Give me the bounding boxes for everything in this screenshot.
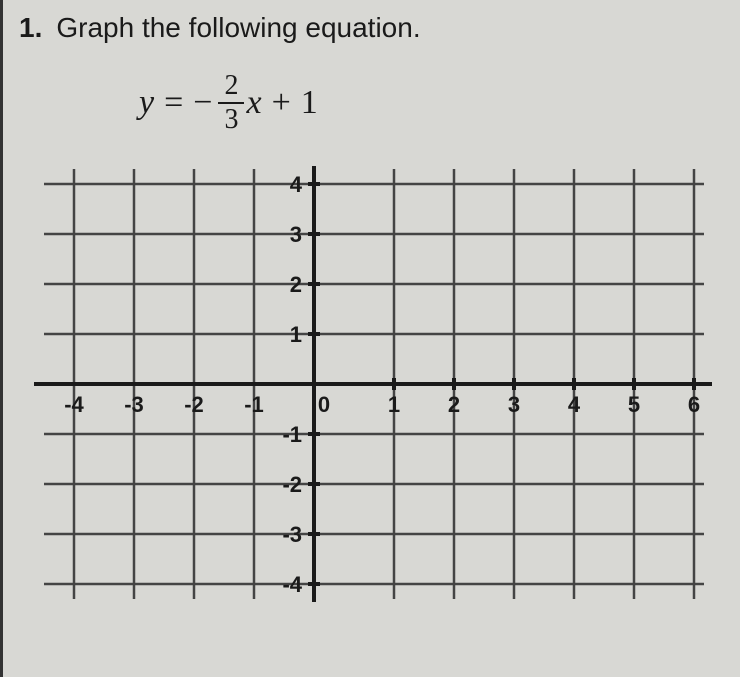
svg-text:-4: -4: [64, 392, 84, 417]
svg-text:-2: -2: [282, 472, 302, 497]
svg-text:1: 1: [290, 322, 302, 347]
equation-x: x: [246, 84, 261, 122]
svg-text:-1: -1: [282, 422, 302, 447]
svg-text:0: 0: [318, 392, 330, 417]
equation-y: y: [139, 84, 154, 122]
svg-text:3: 3: [508, 392, 520, 417]
graph-grid: -4 -3 -2 -1 0 1 2 3 4 5 6 4 3 2 1 -1 -2 -3 -4: [24, 164, 714, 604]
question-text: Graph the following equation.: [56, 12, 420, 44]
equation-constant: 1: [301, 84, 318, 122]
question-header: 1. Graph the following equation.: [19, 12, 724, 44]
svg-text:3: 3: [290, 222, 302, 247]
svg-text:2: 2: [448, 392, 460, 417]
equation-equals: =: [164, 84, 183, 122]
svg-text:4: 4: [568, 392, 581, 417]
svg-text:-4: -4: [282, 572, 302, 597]
fraction-denominator: 3: [218, 104, 244, 134]
equation: y = − 2 3 x + 1: [139, 72, 724, 134]
svg-text:5: 5: [628, 392, 640, 417]
svg-text:2: 2: [290, 272, 302, 297]
svg-text:-1: -1: [244, 392, 264, 417]
svg-text:-2: -2: [184, 392, 204, 417]
graph-svg: -4 -3 -2 -1 0 1 2 3 4 5 6 4 3 2 1 -1 -2 -3 -4: [24, 164, 714, 604]
fraction-numerator: 2: [218, 72, 244, 104]
svg-text:1: 1: [388, 392, 400, 417]
equation-plus: +: [272, 84, 291, 122]
svg-text:-3: -3: [124, 392, 144, 417]
equation-minus: −: [193, 84, 212, 122]
question-number: 1.: [19, 12, 42, 44]
svg-text:4: 4: [290, 172, 303, 197]
svg-text:6: 6: [688, 392, 700, 417]
svg-text:-3: -3: [282, 522, 302, 547]
equation-fraction: 2 3: [218, 72, 244, 134]
